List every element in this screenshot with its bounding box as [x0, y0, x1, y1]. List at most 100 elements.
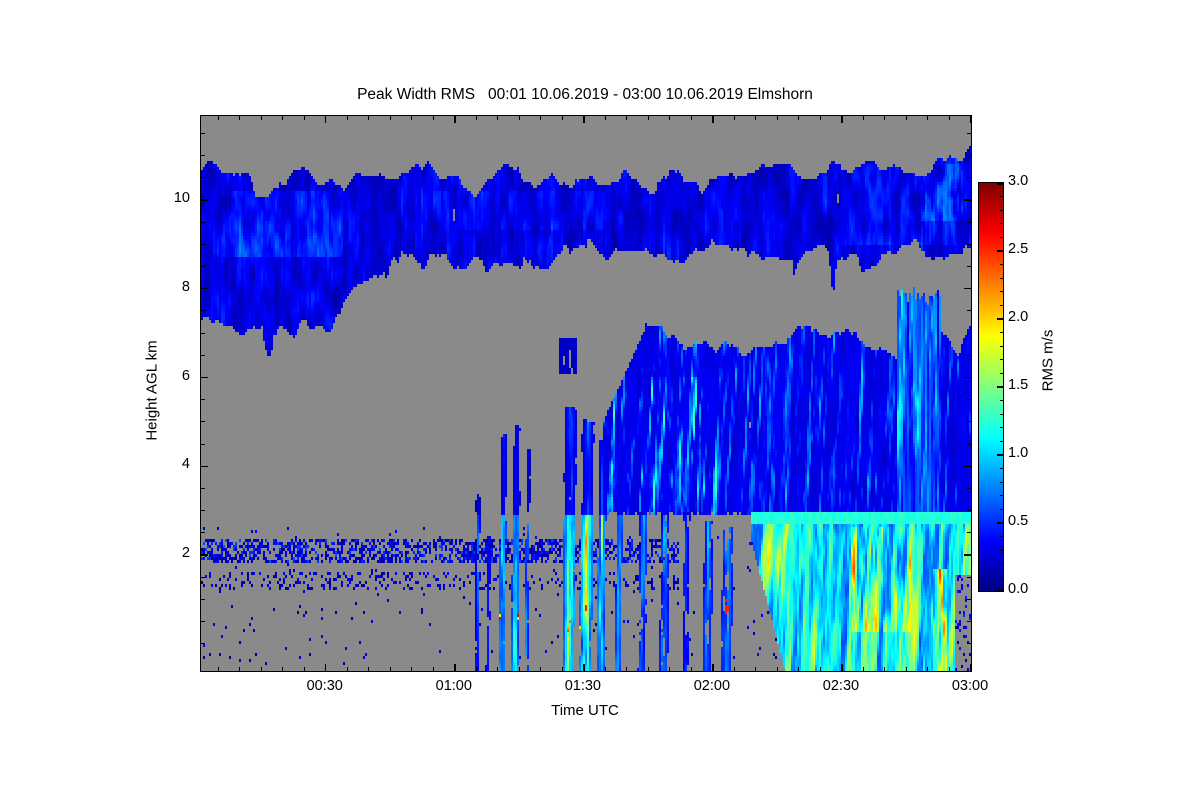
x-minor-tick — [540, 667, 542, 671]
colorbar-minor-tick — [1000, 183, 1003, 184]
colorbar-minor-tick — [1000, 332, 1003, 334]
y-minor-tick — [967, 243, 971, 245]
colorbar-minor-tick — [1000, 196, 1003, 198]
y-minor-tick — [201, 399, 205, 401]
y-major-tick — [964, 199, 971, 201]
y-minor-tick — [201, 155, 205, 157]
plot-area — [200, 115, 972, 672]
y-major-tick — [201, 376, 208, 379]
y-minor-tick — [201, 488, 205, 490]
y-minor-tick — [201, 243, 205, 245]
x-minor-tick — [905, 116, 907, 120]
x-tick-label: 01:30 — [564, 678, 601, 694]
colorbar-minor-tick — [1000, 413, 1003, 415]
colorbar-minor-tick — [1000, 576, 1003, 578]
x-minor-tick — [733, 116, 735, 120]
colorbar-minor-tick — [1000, 427, 1003, 429]
x-minor-tick — [690, 116, 692, 120]
x-tick-label: 02:00 — [693, 678, 731, 694]
colorbar-tick-label: 1.5 — [1008, 377, 1029, 393]
x-minor-tick — [346, 116, 348, 120]
y-minor-tick — [967, 132, 971, 134]
x-major-tick — [712, 664, 714, 671]
x-minor-tick — [260, 116, 262, 120]
x-minor-tick — [755, 667, 757, 671]
colorbar-minor-tick — [1000, 359, 1003, 361]
y-major-tick — [964, 554, 971, 556]
x-minor-tick — [647, 116, 649, 120]
chart-title: Peak Width RMS 00:01 10.06.2019 - 03:00 … — [357, 86, 813, 103]
y-minor-tick — [201, 266, 205, 268]
colorbar-minor-tick — [1000, 236, 1003, 238]
colorbar — [978, 182, 1004, 592]
y-minor-tick — [201, 643, 205, 645]
colorbar-tick-label: 2.5 — [1008, 241, 1029, 257]
x-minor-tick — [798, 116, 800, 120]
x-minor-tick — [884, 116, 886, 120]
colorbar-minor-tick — [1000, 386, 1003, 388]
x-minor-tick — [217, 667, 219, 671]
colorbar-tick-label: 0.5 — [1008, 513, 1029, 529]
colorbar-minor-tick — [1000, 495, 1003, 497]
y-minor-tick — [201, 532, 205, 534]
y-minor-tick — [201, 421, 205, 423]
x-major-tick — [454, 664, 456, 671]
y-minor-tick — [967, 643, 971, 645]
x-minor-tick — [389, 116, 391, 120]
y-major-tick — [964, 287, 971, 290]
x-minor-tick — [798, 667, 800, 671]
y-tick-label: 2 — [181, 545, 190, 562]
x-minor-tick — [669, 667, 671, 671]
y-minor-tick — [967, 155, 971, 157]
y-minor-tick — [967, 621, 971, 623]
x-minor-tick — [927, 116, 929, 120]
x-minor-tick — [303, 116, 305, 120]
y-minor-tick — [967, 421, 971, 423]
y-minor-tick — [201, 221, 205, 223]
y-minor-tick — [201, 576, 205, 578]
x-minor-tick — [282, 667, 284, 671]
y-major-tick — [201, 554, 208, 556]
x-minor-tick — [303, 667, 305, 671]
y-minor-tick — [201, 599, 205, 601]
x-tick-label: 03:00 — [951, 678, 989, 694]
x-minor-tick — [432, 667, 434, 671]
colorbar-minor-tick — [1000, 522, 1003, 524]
y-minor-tick — [201, 132, 205, 134]
colorbar-minor-tick — [1000, 508, 1003, 510]
x-minor-tick — [497, 667, 499, 671]
x-minor-tick — [518, 667, 520, 671]
x-minor-tick — [368, 116, 370, 120]
x-major-tick — [712, 116, 714, 123]
colorbar-minor-tick — [1000, 590, 1003, 591]
x-major-tick — [970, 116, 972, 123]
colorbar-tick-label: 3.0 — [1008, 173, 1029, 189]
colorbar-minor-tick — [1000, 372, 1003, 374]
x-major-tick — [583, 664, 585, 671]
x-minor-tick — [239, 667, 241, 671]
colorbar-tick-label: 0.0 — [1008, 581, 1029, 597]
x-minor-tick — [755, 116, 757, 120]
colorbar-minor-tick — [1000, 345, 1003, 347]
colorbar-minor-tick — [1000, 304, 1003, 306]
x-minor-tick — [518, 116, 520, 120]
x-minor-tick — [604, 116, 606, 120]
x-minor-tick — [411, 116, 413, 120]
x-minor-tick — [346, 667, 348, 671]
y-major-tick — [964, 465, 971, 468]
x-minor-tick — [282, 116, 284, 120]
x-minor-tick — [432, 116, 434, 120]
x-minor-tick — [862, 116, 864, 120]
x-major-tick — [324, 664, 327, 671]
x-tick-label: 01:00 — [435, 678, 472, 694]
colorbar-minor-tick — [1000, 440, 1003, 442]
x-major-tick — [841, 116, 843, 123]
x-minor-tick — [604, 667, 606, 671]
colorbar-minor-tick — [1000, 291, 1003, 293]
x-major-tick — [970, 664, 972, 671]
x-minor-tick — [475, 667, 477, 671]
x-minor-tick — [561, 116, 563, 120]
colorbar-minor-tick — [1000, 468, 1003, 470]
x-axis-label: Time UTC — [551, 702, 619, 719]
